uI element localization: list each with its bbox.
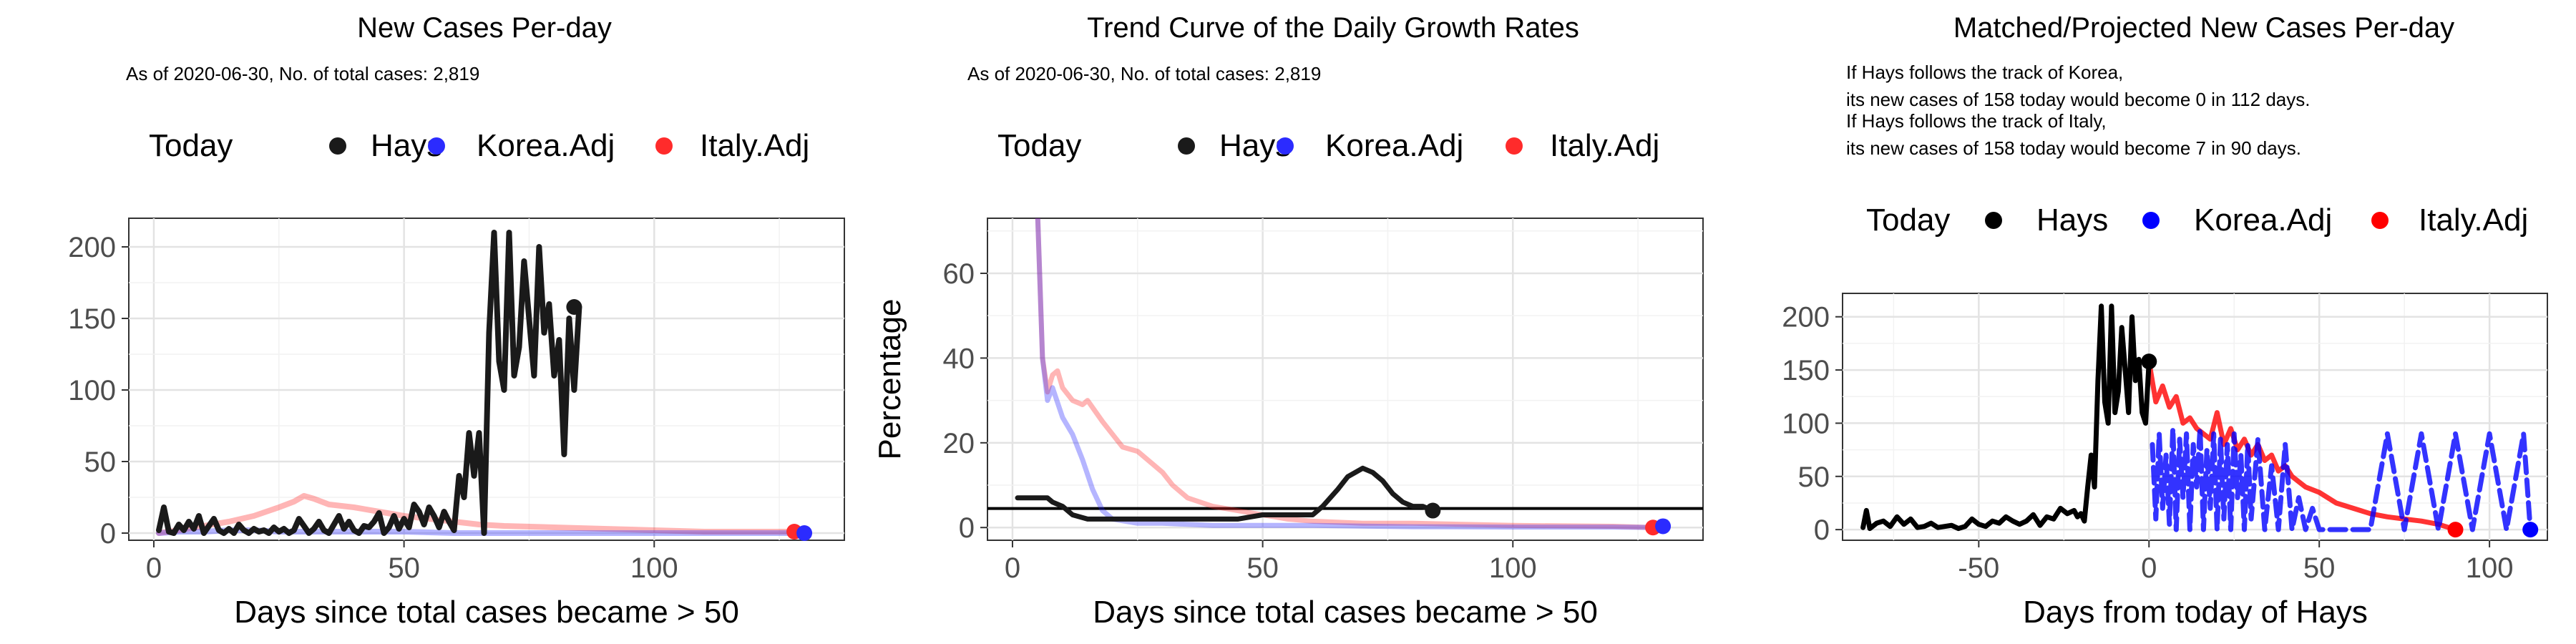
chart-2-x-ticks: 0 50 100	[1005, 540, 1537, 584]
chart-2-legend-marker-korea	[1277, 137, 1294, 155]
panel-projected-cases: Matched/Projected New Cases Per-day If H…	[1782, 12, 2548, 630]
x-tick-label: 50	[388, 552, 420, 584]
today-point-hays	[1425, 502, 1441, 519]
chart-2-today-points	[1425, 502, 1672, 536]
chart-3-y-ticks: 0 50 100 150 200	[1782, 302, 1843, 546]
chart-1-x-ticks: 0 50 100	[146, 540, 678, 584]
chart-1-y-ticks: 0 50 100 150 200	[68, 232, 129, 550]
chart-2-subtitle: As of 2020-06-30, No. of total cases: 2,…	[967, 63, 1321, 84]
chart-3-title: Matched/Projected New Cases Per-day	[1953, 12, 2454, 44]
chart-1-legend-title: Today	[149, 128, 233, 163]
chart-1-legend-marker-hays	[329, 137, 346, 155]
chart-2-legend-marker-italy	[1506, 137, 1523, 155]
chart-3-legend-marker-korea	[2142, 212, 2160, 229]
x-tick-label: -50	[1958, 552, 1999, 584]
series-line-korea-adj	[2150, 426, 2533, 532]
chart-2-legend-title: Today	[997, 128, 1081, 163]
x-tick-label: 100	[630, 552, 678, 584]
chart-3-legend-marker-italy	[2371, 212, 2389, 229]
chart-3-note-line-3: If Hays follows the track of Italy,	[1846, 110, 2107, 132]
x-tick-label: 50	[2303, 552, 2336, 584]
x-tick-label: 0	[2141, 552, 2157, 584]
chart-2-y-ticks: 0 20 40 60	[943, 258, 987, 544]
x-tick-label: 0	[146, 552, 162, 584]
chart-3-series	[1860, 303, 2533, 532]
chart-1-series	[156, 230, 808, 536]
chart-3-note-line-1: If Hays follows the track of Korea,	[1846, 62, 2123, 83]
y-tick-label: 100	[1782, 408, 1830, 439]
chart-2-legend: Today Hays Korea.Adj Italy.Adj	[997, 128, 1659, 163]
chart-3-plot-area	[1842, 293, 2548, 541]
chart-3-note-line-2: its new cases of 158 today would become …	[1846, 89, 2310, 110]
y-tick-label: 50	[1798, 462, 1830, 493]
x-tick-label: 100	[1489, 552, 1537, 584]
series-line-hays	[1015, 465, 1435, 522]
today-point-hays	[2141, 353, 2157, 370]
chart-1-legend-label-italy: Italy.Adj	[700, 128, 809, 163]
chart-2-title: Trend Curve of the Daily Growth Rates	[1087, 12, 1579, 44]
y-tick-label: 100	[68, 375, 116, 406]
today-point-korea-adj	[1655, 518, 1672, 535]
chart-1-subtitle: As of 2020-06-30, No. of total cases: 2,…	[126, 63, 479, 84]
y-tick-label: 0	[959, 512, 975, 544]
chart-2-x-axis-label: Days since total cases became > 50	[1093, 595, 1598, 630]
y-tick-label: 50	[84, 447, 117, 478]
chart-3-x-ticks: -50 0 50 100	[1958, 540, 2513, 584]
y-tick-label: 40	[943, 343, 975, 374]
y-tick-label: 200	[1782, 302, 1830, 333]
x-tick-label: 100	[2466, 552, 2514, 584]
today-point-hays	[566, 299, 582, 315]
chart-3-x-axis-label: Days from today of Hays	[2023, 595, 2368, 630]
chart-2-plot-area	[987, 218, 1704, 541]
panel-new-cases: New Cases Per-day As of 2020-06-30, No. …	[68, 12, 845, 630]
y-tick-label: 0	[100, 518, 116, 550]
chart-1-legend-label-korea: Korea.Adj	[477, 128, 615, 163]
chart-1-title: New Cases Per-day	[357, 12, 612, 44]
y-tick-label: 150	[1782, 355, 1830, 386]
chart-1-legend-marker-korea	[428, 137, 445, 155]
y-tick-label: 200	[68, 232, 116, 263]
chart-3-note-line-4: its new cases of 158 today would become …	[1846, 137, 2301, 159]
chart-3-legend-marker-hays	[1985, 212, 2002, 229]
x-tick-label: 0	[1005, 552, 1020, 584]
chart-1-today-points	[566, 299, 813, 541]
chart-2-legend-label-korea: Korea.Adj	[1325, 128, 1463, 163]
chart-3-legend-label-hays: Hays	[2036, 203, 2108, 238]
chart-1-legend: Today Hays Korea.Adj Italy.Adj	[149, 128, 809, 163]
chart-3-projection-notes: If Hays follows the track of Korea, its …	[1846, 62, 2310, 159]
series-line-italy-adj	[1035, 218, 1656, 530]
chart-2-series	[1015, 218, 1666, 530]
chart-3-legend: Today Hays Korea.Adj Italy.Adj	[1866, 203, 2528, 238]
chart-2-grid	[987, 218, 1703, 540]
chart-3-legend-label-korea: Korea.Adj	[2194, 203, 2332, 238]
chart-2-y-axis-label: Percentage	[872, 298, 907, 459]
y-tick-label: 0	[1814, 514, 1830, 546]
chart-3-today-points	[2141, 353, 2539, 538]
chart-3-legend-title: Today	[1866, 203, 1950, 238]
panel-growth-rates: Trend Curve of the Daily Growth Rates As…	[872, 12, 1704, 630]
y-tick-label: 150	[68, 303, 116, 335]
chart-2-legend-marker-hays	[1178, 137, 1195, 155]
today-point-italy-adj	[2447, 522, 2464, 538]
chart-1-legend-marker-italy	[655, 137, 673, 155]
x-tick-label: 50	[1246, 552, 1279, 584]
y-tick-label: 60	[943, 258, 975, 290]
chart-1-x-axis-label: Days since total cases became > 50	[234, 595, 739, 630]
chart-3-legend-label-italy: Italy.Adj	[2419, 203, 2528, 238]
series-line-hays	[1860, 303, 2152, 532]
today-point-korea-adj	[796, 525, 813, 541]
series-line-hays	[156, 230, 582, 536]
chart-2-legend-label-italy: Italy.Adj	[1550, 128, 1659, 163]
y-tick-label: 20	[943, 428, 975, 459]
today-point-korea-adj	[2522, 522, 2539, 538]
